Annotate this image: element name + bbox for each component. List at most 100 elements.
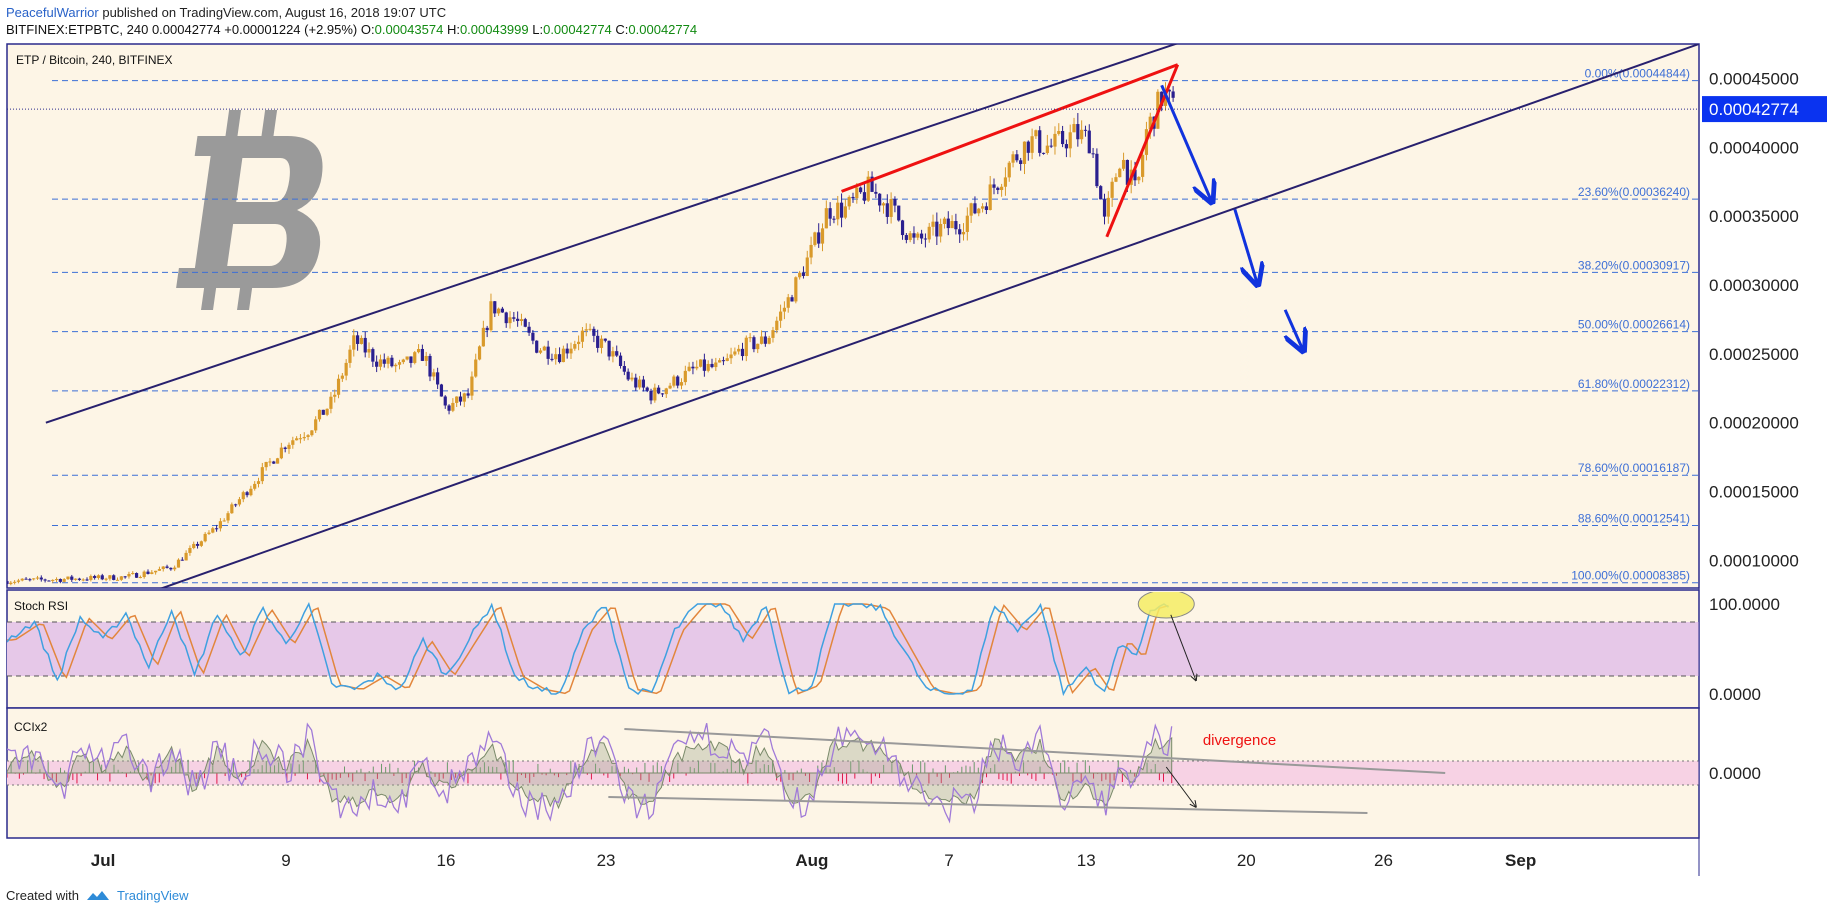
- high-label: H:: [446, 22, 460, 37]
- candle-body: [824, 208, 828, 229]
- candle-body: [32, 578, 36, 580]
- x-tick-16: 16: [437, 851, 456, 870]
- candle-body: [1011, 154, 1015, 163]
- stoch-k-line: [7, 602, 1169, 697]
- candle-body: [1034, 130, 1038, 137]
- candle-body: [668, 385, 672, 389]
- candle-body: [965, 215, 969, 232]
- candle-body: [900, 220, 905, 236]
- price-axis[interactable]: 0.00045000 0.00040000 0.00035000 0.00030…: [1709, 69, 1799, 570]
- main-pane: [6, 43, 1700, 589]
- candle-body: [942, 218, 947, 224]
- candle-body: [348, 349, 352, 363]
- candle-body: [683, 370, 687, 383]
- candle-body: [439, 384, 444, 397]
- author-link[interactable]: PeacefulWarrior: [6, 5, 99, 20]
- candle-body: [428, 355, 432, 377]
- candle-body: [272, 461, 276, 464]
- candle-body: [573, 344, 577, 349]
- candle-body: [359, 337, 364, 344]
- stoch-band: [7, 622, 1699, 676]
- candle-body: [382, 359, 386, 364]
- candle-body: [657, 387, 661, 394]
- tradingview-logo-icon: [86, 890, 109, 900]
- candle-body: [740, 348, 745, 357]
- candle-body: [20, 578, 24, 581]
- candle-body: [275, 458, 280, 464]
- candle-body: [134, 573, 139, 578]
- candle-body: [161, 566, 165, 570]
- candle-body: [687, 366, 691, 371]
- candle-body: [973, 203, 977, 214]
- candle-body: [1049, 145, 1053, 147]
- candle-body: [809, 244, 813, 258]
- candle-body: [413, 352, 417, 363]
- candle-body: [630, 377, 634, 380]
- candle-body: [1160, 91, 1164, 106]
- candle-body: [1148, 116, 1152, 130]
- close-value: 0.00042774: [628, 22, 698, 37]
- forecast-arrow-0: [1160, 84, 1212, 202]
- cci-divergence-lower: [608, 796, 1368, 814]
- candle-body: [504, 312, 508, 324]
- open-value: 0.00043574: [374, 22, 444, 37]
- time-axis[interactable]: Jul 9 16 23 Aug 7 13 20 26 Sep: [91, 851, 1536, 870]
- candle-body: [874, 191, 878, 194]
- low-value: 0.00042774: [543, 22, 612, 37]
- candle-body: [127, 573, 131, 577]
- candle-body: [893, 199, 897, 206]
- y-tick-1: 0.00040000: [1709, 138, 1799, 157]
- candle-body: [451, 402, 455, 411]
- candle-body: [1068, 132, 1072, 149]
- candle-body: [752, 337, 756, 350]
- candle-body: [523, 319, 527, 327]
- candle-body: [622, 366, 626, 372]
- candle-body: [1133, 169, 1137, 181]
- candle-body: [531, 332, 535, 341]
- candle-body: [93, 576, 97, 578]
- candle-body: [352, 335, 356, 350]
- candle-body: [1041, 152, 1046, 154]
- fib-label-4: 61.80%(0.00022312): [1578, 377, 1690, 391]
- candle-body: [908, 233, 912, 240]
- candle-body: [927, 226, 931, 240]
- tradingview-link[interactable]: TradingView: [116, 888, 189, 903]
- candle-body: [336, 378, 341, 395]
- candle-body: [146, 571, 150, 574]
- open-label: O:: [360, 22, 375, 37]
- candle-body: [1110, 181, 1114, 198]
- candle-body: [946, 218, 950, 229]
- candle-body: [375, 361, 379, 367]
- last-price-label: 0.00042774: [1709, 100, 1799, 119]
- candle-body: [641, 379, 646, 388]
- candle-body: [847, 196, 851, 207]
- candle-body: [39, 577, 43, 580]
- candle-body: [157, 569, 162, 571]
- candle-body: [756, 343, 760, 350]
- candle-body: [721, 360, 726, 362]
- candle-body: [1019, 160, 1023, 165]
- candle-body: [843, 206, 847, 218]
- candle-body: [237, 499, 242, 505]
- candle-body: [561, 348, 565, 363]
- candle-body: [416, 348, 421, 353]
- candle-body: [969, 203, 973, 216]
- candle-body: [401, 359, 405, 363]
- candle-body: [295, 438, 299, 441]
- candle-body: [317, 409, 322, 420]
- stoch-tick-100: 100.0000: [1709, 595, 1780, 614]
- price-change: +0.00001224 (+2.95%): [224, 22, 358, 37]
- candle-body: [77, 578, 82, 580]
- candle-body: [62, 579, 66, 582]
- candle-body: [1118, 168, 1122, 178]
- candle-body: [397, 362, 402, 365]
- candle-body: [851, 196, 855, 199]
- candle-body: [466, 393, 470, 396]
- candle-body: [950, 221, 954, 229]
- candle-body: [885, 203, 889, 217]
- channel-upper-line: [45, 44, 1179, 424]
- candle-body: [43, 579, 47, 581]
- candle-body: [607, 340, 611, 357]
- candle-body: [1072, 124, 1076, 133]
